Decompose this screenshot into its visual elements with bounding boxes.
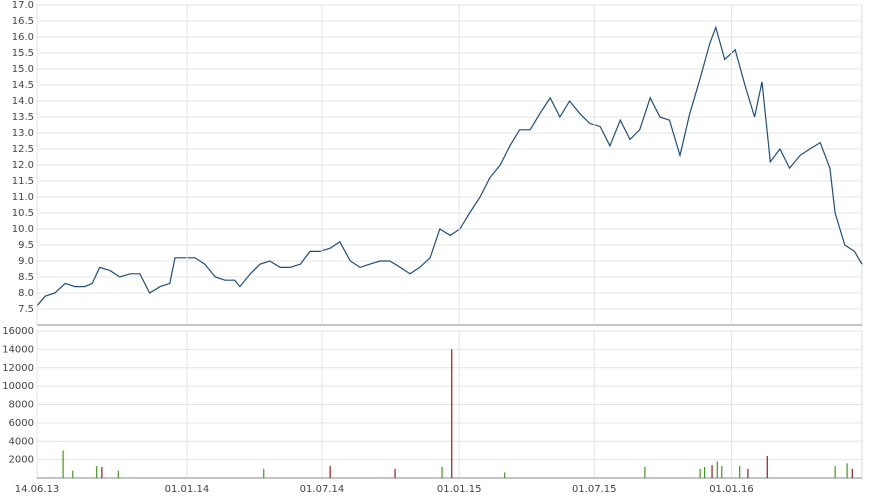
volume-bar: [62, 450, 64, 478]
y-tick-label: 4000: [9, 436, 34, 447]
y-tick-label: 14.5: [12, 80, 34, 91]
volume-bar: [72, 470, 74, 478]
x-tick-label: 01.01.15: [437, 484, 482, 495]
volume-bar: [846, 463, 848, 478]
y-tick-label: 12000: [2, 363, 34, 374]
y-tick-label: 9.5: [18, 240, 34, 251]
y-tick-label: 7.5: [18, 304, 34, 315]
volume-bar: [704, 466, 706, 478]
y-tick-label: 15.5: [12, 48, 34, 59]
volume-bar: [96, 466, 98, 478]
y-tick-label: 12.0: [12, 160, 34, 171]
volume-bar: [711, 465, 713, 478]
x-tick-label: 01.07.15: [572, 484, 617, 495]
y-tick-label: 13.5: [12, 112, 34, 123]
x-tick-label: 14.06.13: [15, 484, 60, 495]
y-tick-label: 10.0: [12, 224, 34, 235]
volume-bar: [834, 466, 836, 478]
y-tick-label: 14.0: [12, 96, 34, 107]
y-tick-label: 8.5: [18, 272, 34, 283]
volume-bar: [721, 466, 723, 478]
volume-bar: [644, 466, 646, 478]
volume-bar: [263, 468, 265, 478]
x-tick-label: 01.01.16: [709, 484, 754, 495]
y-tick-label: 16.0: [12, 32, 34, 43]
volume-bar: [739, 466, 741, 478]
volume-bar: [851, 468, 853, 478]
volume-bar: [451, 349, 453, 478]
x-tick-label: 01.07.14: [300, 484, 345, 495]
y-tick-label: 13.0: [12, 128, 34, 139]
y-tick-label: 11.0: [12, 192, 34, 203]
x-tick-label: 01.01.14: [165, 484, 210, 495]
volume-bar: [716, 461, 718, 478]
y-tick-label: 10000: [2, 381, 34, 392]
y-tick-label: 8000: [9, 400, 34, 411]
y-tick-label: 9.0: [18, 256, 34, 267]
volume-bar: [441, 466, 443, 478]
y-tick-label: 16.5: [12, 16, 34, 27]
y-tick-label: 15.0: [12, 64, 34, 75]
y-tick-label: 10.5: [12, 208, 34, 219]
volume-bar: [699, 468, 701, 478]
y-tick-label: 14000: [2, 344, 34, 355]
volume-bar: [101, 466, 103, 478]
y-tick-label: 11.5: [12, 176, 34, 187]
y-tick-label: 6000: [9, 418, 34, 429]
volume-bar: [747, 468, 749, 478]
volume-bar: [766, 455, 768, 478]
y-tick-label: 2000: [9, 455, 34, 466]
y-tick-label: 12.5: [12, 144, 34, 155]
volume-bar: [117, 470, 119, 478]
volume-bar: [329, 466, 331, 478]
volume-bar: [504, 472, 506, 478]
y-tick-label: 16000: [2, 326, 34, 337]
y-tick-label: 8.0: [18, 288, 34, 299]
y-tick-label: 17.0: [12, 0, 34, 11]
volume-bar: [394, 468, 396, 478]
